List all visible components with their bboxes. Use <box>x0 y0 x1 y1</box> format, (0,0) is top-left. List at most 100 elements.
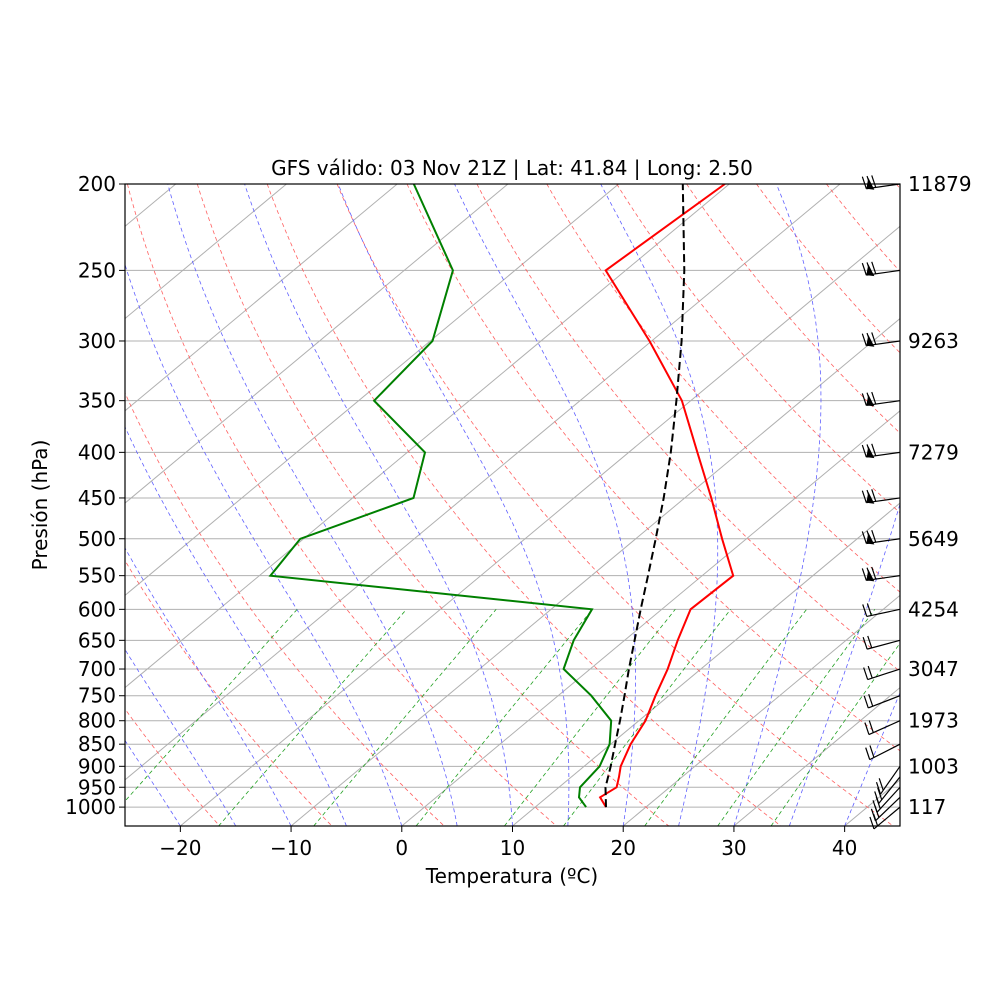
moist-adiabat-line <box>125 648 237 826</box>
wind-barb-feather <box>874 791 880 804</box>
y-tick-label: 300 <box>78 329 116 353</box>
moist-adiabat-line <box>244 184 513 826</box>
isotherm-line <box>125 184 841 781</box>
wind-barb-pennant <box>866 446 875 459</box>
x-tick-label: 10 <box>500 836 525 860</box>
y-tick-label: 350 <box>78 389 116 413</box>
wind-barb-staff <box>869 743 901 761</box>
wind-barb-feather <box>875 781 882 795</box>
wind-barb <box>863 694 901 709</box>
wind-barb-feather <box>871 261 877 274</box>
moist-adiabat-line <box>125 547 292 826</box>
isotherm-line <box>290 317 900 826</box>
height-label: 11879 <box>908 172 972 196</box>
wind-barb-feather <box>865 747 871 760</box>
dry-adiabat-line <box>125 559 333 826</box>
wind-barb <box>861 566 901 582</box>
moist-adiabat-line <box>788 502 900 826</box>
y-tick-label: 600 <box>78 597 116 621</box>
wind-barb-pennant <box>866 491 875 504</box>
wind-barb-feather <box>861 568 867 581</box>
x-tick-label: −10 <box>270 836 312 860</box>
y-tick-label: 900 <box>78 754 116 778</box>
y-tick-label: 750 <box>78 684 116 708</box>
wind-barb-pennant <box>866 177 875 190</box>
grid-layer <box>125 184 1000 826</box>
moist-adiabat-line <box>733 184 822 826</box>
y-tick-label: 200 <box>78 172 116 196</box>
wind-barb-staff <box>880 765 901 795</box>
height-label: 1003 <box>908 754 959 778</box>
moist-adiabat-line <box>167 184 458 826</box>
moist-adiabat-line <box>600 184 719 826</box>
isotherm-line <box>733 686 900 826</box>
mixing-ratio-line <box>644 609 807 826</box>
dry-adiabat-line <box>266 184 782 826</box>
wind-barb <box>862 603 901 617</box>
wind-barb-pennant <box>866 334 875 347</box>
isotherm-line <box>125 184 287 320</box>
wind-barb-feather <box>868 694 874 707</box>
chart-title: GFS válido: 03 Nov 21Z | Lat: 41.84 | Lo… <box>271 156 753 180</box>
temperature-profile-line <box>598 184 735 808</box>
mixing-ratio-line <box>125 609 298 802</box>
y-tick-label: 950 <box>78 775 116 799</box>
wind-barb-feather <box>867 635 873 649</box>
wind-barb-pennant <box>866 264 875 277</box>
wind-barb-staff <box>878 776 901 804</box>
wind-barb-feather <box>871 443 877 456</box>
wind-barb-staff <box>866 608 901 617</box>
axis-layer: 2002503003504004505005506006507007508008… <box>65 172 857 860</box>
parcel-profile-line <box>604 184 686 808</box>
wind-barb <box>863 665 901 681</box>
y-tick-label: 1000 <box>65 795 116 819</box>
y-tick-label: 250 <box>78 258 116 282</box>
wind-barb-feather <box>861 333 867 346</box>
wind-barb-feather <box>863 695 869 709</box>
height-label: 7279 <box>908 440 959 464</box>
wind-barb-feather <box>862 604 868 617</box>
wind-barb-feather <box>863 667 869 680</box>
wind-barb-staff <box>873 806 901 830</box>
dry-adiabat-line <box>196 184 670 826</box>
dry-adiabat-line <box>966 184 1000 826</box>
moist-adiabat-line <box>454 184 636 826</box>
wind-barb-feather <box>872 800 878 813</box>
x-tick-label: 40 <box>832 836 857 860</box>
wind-barb-feather <box>871 529 877 543</box>
height-label: 5649 <box>908 527 959 551</box>
isotherm-line <box>622 594 900 826</box>
wind-barb <box>861 489 901 504</box>
isotherm-line <box>125 184 730 689</box>
mixing-ratio-line <box>770 642 900 826</box>
mixing-ratio-line <box>504 609 676 826</box>
isotherm-line <box>125 184 619 596</box>
wind-barb-feather <box>866 603 872 616</box>
x-tick-label: −20 <box>159 836 201 860</box>
wind-barb <box>861 443 901 459</box>
mixing-ratio-line <box>717 609 876 826</box>
wind-barb-staff <box>868 720 901 736</box>
dry-adiabat-line <box>616 184 900 514</box>
wind-barb-feather <box>877 787 883 800</box>
wind-barb-feather <box>861 262 867 276</box>
mixing-ratio-line <box>313 609 497 826</box>
x-axis-label: Temperatura (ºC) <box>425 864 598 888</box>
isotherm-line <box>512 502 900 826</box>
y-axis-label: Presión (hPa) <box>28 440 52 571</box>
wind-barb-staff <box>868 695 901 709</box>
wind-barb-feather <box>871 391 877 405</box>
y-tick-label: 550 <box>78 564 116 588</box>
isotherm-line <box>125 184 509 504</box>
dry-adiabat-line <box>406 184 900 752</box>
wind-barb-staff <box>867 639 901 650</box>
height-label: 1973 <box>908 709 959 733</box>
dewpoint-profile-line <box>268 184 613 808</box>
wind-barb-feather <box>871 566 877 580</box>
wind-barb-staff <box>875 796 901 822</box>
mixing-ratio-line <box>218 609 407 826</box>
wind-barb-feather <box>861 531 867 544</box>
wind-barb-feather <box>871 489 877 502</box>
wind-barb-pennant <box>866 569 875 582</box>
